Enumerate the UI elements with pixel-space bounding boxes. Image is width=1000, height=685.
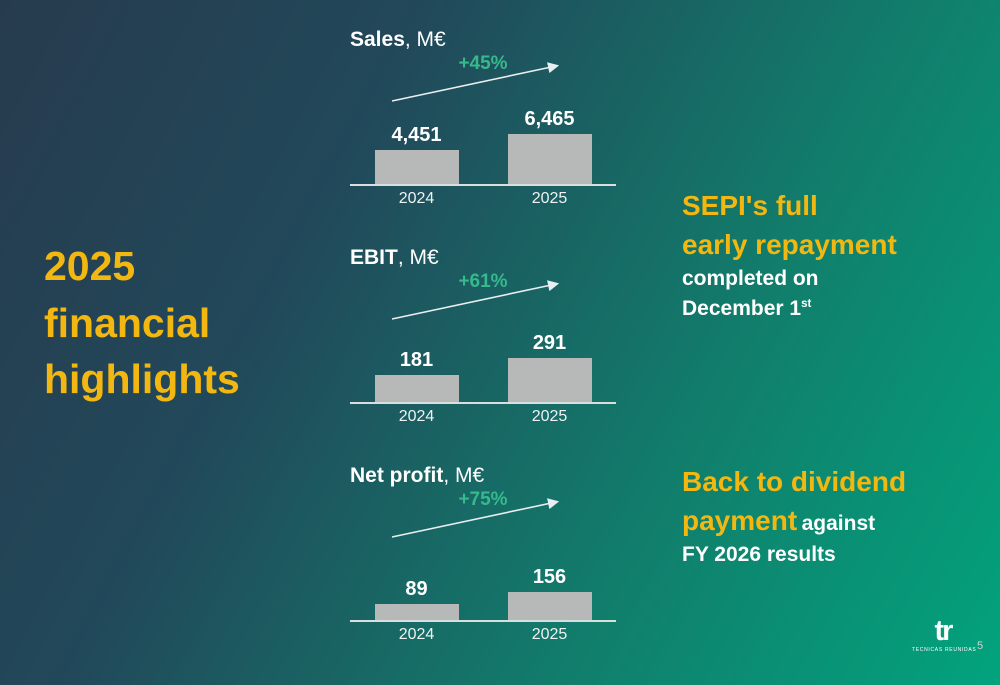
ebit-chart: EBIT, M€ +61% 181 xyxy=(350,244,616,426)
bar-group-2025: 291 xyxy=(483,332,616,402)
callout-body-text: December 1 xyxy=(682,296,802,320)
callout-highlight: payment xyxy=(682,505,798,537)
bar-2025 xyxy=(507,592,592,620)
x-axis-labels: 2024 2025 xyxy=(350,404,616,426)
bars-row: 89 156 xyxy=(350,542,616,620)
callout-body: completed on xyxy=(682,267,819,291)
callout-sepi-repayment: SEPI's full early repayment completed on… xyxy=(682,186,987,323)
callout-body-inline: against xyxy=(801,512,876,536)
callout-body: FY 2026 results xyxy=(682,543,836,567)
bar-2025 xyxy=(507,134,592,184)
x-axis-label: 2024 xyxy=(398,626,435,643)
bar-2024 xyxy=(374,375,459,402)
growth-label: +61% xyxy=(458,271,508,292)
bar-2024 xyxy=(374,150,459,184)
x-axis-line xyxy=(350,184,616,186)
net-profit-chart: Net profit, M€ +75% 89 xyxy=(350,462,616,644)
logo-caption: TECNICAS REUNIDAS xyxy=(912,647,977,653)
bar-2025 xyxy=(507,358,592,402)
chart-title: Net profit, M€ xyxy=(350,462,616,490)
chart-title-unit: , M€ xyxy=(443,464,485,487)
bar-value-label: 89 xyxy=(405,578,428,600)
x-axis-label: 2025 xyxy=(531,626,568,643)
growth-annotation-zone: +61% xyxy=(350,271,616,324)
bar-group-2024: 89 xyxy=(350,578,483,620)
bar-value-label: 291 xyxy=(532,332,567,354)
bars-row: 4,451 6,465 xyxy=(350,106,616,184)
chart-title: Sales, M€ xyxy=(350,26,616,54)
callout-highlight: Back to dividend xyxy=(682,466,907,497)
bar-value-label: 6,465 xyxy=(524,108,575,130)
bar-group-2025: 156 xyxy=(483,566,616,620)
chart-title-unit: , M€ xyxy=(404,28,446,51)
callout-highlight: early repayment xyxy=(682,229,897,261)
arrow-up-right-icon xyxy=(391,280,560,320)
growth-annotation-zone: +75% xyxy=(350,489,616,542)
bar-group-2024: 4,451 xyxy=(350,124,483,184)
x-axis-label: 2024 xyxy=(398,190,435,207)
chart-title-metric: Sales xyxy=(350,28,405,51)
callout-dividend-payment: Back to dividend payment against FY 2026… xyxy=(682,462,987,570)
callout-mixed-line: payment against xyxy=(682,501,987,540)
growth-label: +75% xyxy=(458,489,508,510)
bar-value-label: 4,451 xyxy=(391,124,442,146)
page-number: 5 xyxy=(977,640,984,652)
chart-title-metric: EBIT xyxy=(350,246,398,269)
x-axis-label: 2025 xyxy=(531,190,568,207)
chart-title-metric: Net profit xyxy=(350,464,444,487)
chart-title: EBIT, M€ xyxy=(350,244,616,272)
x-axis-labels: 2024 2025 xyxy=(350,186,616,208)
callout-highlight: SEPI's full xyxy=(682,190,818,221)
x-axis-line xyxy=(350,620,616,622)
growth-annotation-zone: +45% xyxy=(350,53,616,106)
charts-column: Sales, M€ +45% 4,451 xyxy=(350,26,616,680)
bar-group-2025: 6,465 xyxy=(483,108,616,184)
arrow-up-right-icon xyxy=(391,498,560,538)
page-title: 2025 financial highlights xyxy=(44,243,240,403)
tecnicas-reunidas-logo: tr TECNICAS REUNIDAS xyxy=(912,615,977,653)
arrow-up-right-icon xyxy=(391,62,560,102)
bars-row: 181 291 xyxy=(350,324,616,402)
bar-2024 xyxy=(374,604,459,620)
ordinal-suffix: st xyxy=(801,297,812,310)
bar-value-label: 156 xyxy=(532,566,567,588)
sales-chart: Sales, M€ +45% 4,451 xyxy=(350,26,616,208)
x-axis-label: 2025 xyxy=(531,408,568,425)
tr-logo-icon: tr xyxy=(934,615,954,647)
x-axis-labels: 2024 2025 xyxy=(350,622,616,644)
chart-title-unit: , M€ xyxy=(397,246,439,269)
bar-value-label: 181 xyxy=(399,349,434,371)
growth-label: +45% xyxy=(458,53,508,74)
x-axis-line xyxy=(350,402,616,404)
x-axis-label: 2024 xyxy=(398,408,435,425)
callout-body: December 1st xyxy=(682,294,987,323)
bar-group-2024: 181 xyxy=(350,349,483,402)
